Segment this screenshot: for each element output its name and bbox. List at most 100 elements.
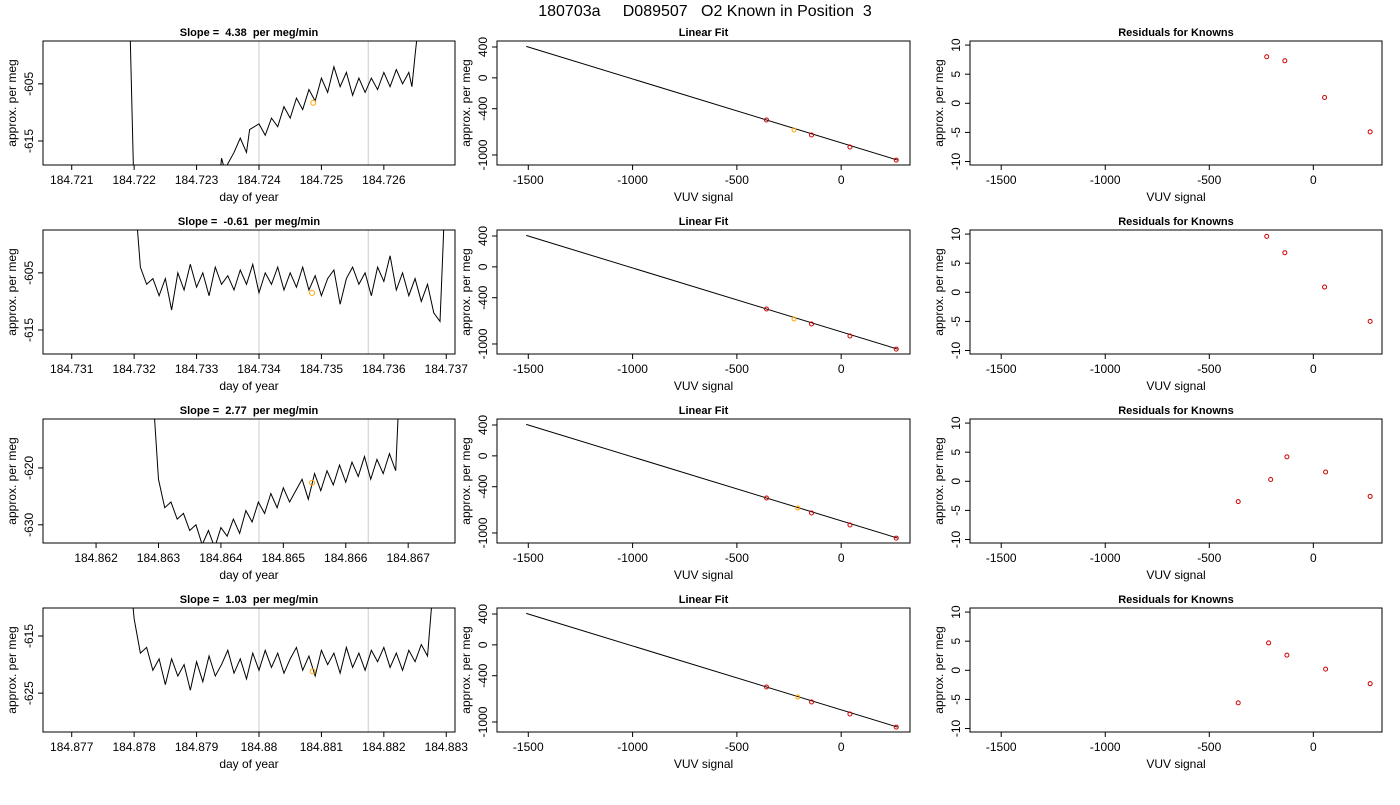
- panel: Residuals for Knowns VUV signal approx. pe…: [932, 594, 1383, 771]
- point: [809, 132, 815, 138]
- y-tick-label: 400: [476, 37, 490, 57]
- x-axis-label: day of year: [219, 568, 278, 582]
- y-tick-label: -630: [22, 512, 36, 536]
- point: [1322, 284, 1328, 290]
- plot-area: [136, 230, 445, 354]
- y-tick-label: -1000: [476, 139, 490, 170]
- point: [763, 117, 769, 123]
- x-tick-label: 184.864: [199, 551, 243, 565]
- point: [893, 724, 899, 730]
- x-tick-label: 184.88: [241, 740, 278, 754]
- x-tick-label: -1000: [617, 362, 648, 376]
- figure-title: 180703a D089507 O2 Known in Position 3: [538, 3, 872, 20]
- data-line: [132, 608, 432, 691]
- x-tick-label: -1000: [1090, 173, 1121, 187]
- fit-line: [526, 234, 898, 350]
- y-tick-label: 10: [949, 38, 963, 52]
- plot-frame: [496, 607, 911, 733]
- point: [1266, 640, 1272, 646]
- data-line: [154, 419, 399, 543]
- x-tick-label: 0: [1310, 362, 1317, 376]
- plot-area: [1235, 640, 1373, 706]
- plot-area: [526, 612, 899, 730]
- panel: Slope = 4.38 per meg/min day of year appro…: [5, 27, 456, 204]
- x-tick-label: -1000: [617, 551, 648, 565]
- point: [1323, 469, 1329, 475]
- x-axis-label: day of year: [219, 190, 278, 204]
- panel-title: Slope = -0.61 per meg/min: [178, 216, 320, 228]
- panel: Linear Fit VUV signal approx. per meg -1500…: [459, 594, 911, 771]
- plot-area: [154, 419, 399, 543]
- y-tick-label: 5: [949, 638, 963, 645]
- panel-title: Slope = 2.77 per meg/min: [180, 405, 319, 417]
- point: [1323, 666, 1329, 672]
- x-axis-label: VUV signal: [674, 568, 733, 582]
- y-tick-label: -5: [949, 694, 963, 705]
- panel: Linear Fit VUV signal approx. per meg -1500…: [459, 405, 911, 582]
- point: [1264, 233, 1270, 239]
- highlight-point: [309, 668, 316, 675]
- x-axis-label: day of year: [219, 757, 278, 771]
- point: [795, 694, 801, 700]
- panel: Residuals for Knowns VUV signal approx. pe…: [932, 405, 1383, 582]
- x-tick-label: 0: [1310, 740, 1317, 754]
- y-tick-label: -605: [22, 72, 36, 96]
- x-axis-label: VUV signal: [1146, 568, 1205, 582]
- x-tick-label: 184.866: [324, 551, 368, 565]
- point: [847, 333, 853, 339]
- point: [791, 316, 797, 322]
- panel: Linear Fit VUV signal approx. per meg -1500…: [459, 216, 911, 393]
- y-tick-label: -10: [949, 531, 963, 549]
- x-tick-label: 0: [1310, 551, 1317, 565]
- y-axis-label: approx. per meg: [5, 626, 19, 713]
- x-tick-label: 184.735: [300, 362, 344, 376]
- x-tick-label: 184.862: [74, 551, 118, 565]
- point: [791, 127, 797, 133]
- x-tick-label: 184.722: [112, 173, 156, 187]
- plot-area: [526, 234, 899, 352]
- y-tick-label: -5: [949, 316, 963, 327]
- point: [1367, 493, 1373, 499]
- plot-area: [129, 41, 418, 165]
- x-tick-label: 184.737: [425, 362, 469, 376]
- panel-title: Linear Fit: [679, 27, 729, 39]
- point: [763, 684, 769, 690]
- plot-area: [132, 608, 432, 732]
- y-tick-label: -1000: [476, 328, 490, 359]
- x-tick-label: 0: [838, 362, 845, 376]
- x-tick-label: 184.721: [50, 173, 94, 187]
- plot-area: [526, 423, 899, 541]
- x-tick-label: -1500: [986, 173, 1017, 187]
- x-tick-label: -500: [1197, 551, 1221, 565]
- y-tick-label: 0: [949, 100, 963, 107]
- x-tick-label: 184.877: [50, 740, 94, 754]
- point: [847, 144, 853, 150]
- x-tick-label: -500: [725, 173, 749, 187]
- y-tick-label: 10: [949, 416, 963, 430]
- x-tick-label: 0: [1310, 173, 1317, 187]
- y-tick-label: 5: [949, 260, 963, 267]
- plot-frame: [969, 229, 1383, 355]
- y-axis-label: approx. per meg: [932, 59, 946, 146]
- y-tick-label: 400: [476, 415, 490, 435]
- point: [847, 711, 853, 717]
- y-tick-label: -10: [949, 720, 963, 738]
- x-tick-label: 184.732: [112, 362, 156, 376]
- x-tick-label: 184.723: [175, 173, 219, 187]
- y-tick-label: -1000: [476, 517, 490, 548]
- y-tick-label: 400: [476, 604, 490, 624]
- y-tick-label: 0: [476, 74, 490, 81]
- plot-frame: [496, 418, 911, 544]
- panel-title: Slope = 1.03 per meg/min: [180, 594, 319, 606]
- x-tick-label: -1500: [513, 551, 544, 565]
- highlight-point: [309, 289, 316, 296]
- panel: Slope = 2.77 per meg/min day of year appro…: [5, 405, 456, 582]
- y-axis-label: approx. per meg: [5, 59, 19, 146]
- x-tick-label: 0: [838, 740, 845, 754]
- y-tick-label: 0: [949, 667, 963, 674]
- panel-title: Residuals for Knowns: [1118, 405, 1234, 417]
- y-tick-label: -5: [949, 505, 963, 516]
- y-tick-label: 0: [949, 289, 963, 296]
- x-tick-label: -500: [725, 740, 749, 754]
